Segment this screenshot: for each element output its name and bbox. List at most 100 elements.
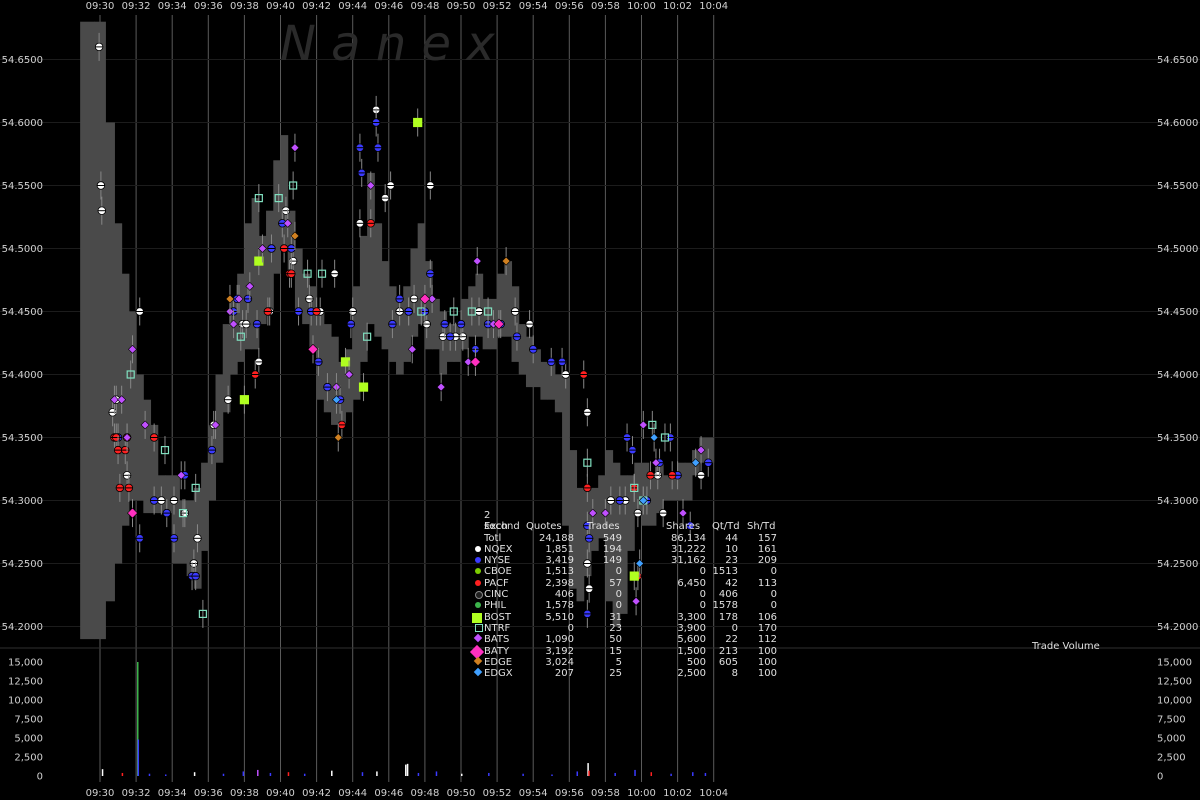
legend-cell-shtd: 209: [757, 555, 777, 567]
legend-swatch-nqex: [475, 545, 481, 552]
legend-cell-shares: 31,222: [671, 543, 706, 555]
trade-mark-edgx: [649, 433, 659, 442]
volume-bar: [257, 769, 259, 776]
trade-mark-ntrf: [630, 483, 639, 492]
legend-cell-shares: 500: [686, 656, 706, 668]
quote-band-segment: [598, 475, 606, 539]
quote-band-segment: [648, 475, 657, 526]
legend-cell-quotes: 5,510: [545, 611, 574, 623]
quote-band-segment: [222, 324, 231, 413]
x-tick-top: 09:30: [86, 1, 115, 12]
quote-band-segment: [323, 324, 332, 413]
legend-cell-qttd: 42: [725, 577, 738, 589]
volume-tick-right: 7,500: [1157, 715, 1186, 726]
price-tick-left: 54.6500: [2, 55, 43, 66]
trade-mark-bost: [413, 117, 423, 128]
trade-mark-ntrf: [648, 420, 657, 429]
quote-band-segment: [547, 361, 556, 400]
quote-band-segment: [164, 475, 173, 514]
volume-bar: [634, 769, 636, 776]
volume-tick-right: 15,000: [1157, 658, 1192, 669]
trade-mark-edge: [225, 294, 235, 304]
volume-bar: [242, 771, 245, 776]
legend-cell-trades: 549: [602, 532, 622, 544]
legend-cell-shtd: 100: [757, 668, 777, 680]
trade-mark-bost: [239, 395, 249, 405]
quote-band-segment: [396, 298, 404, 375]
quote-band-segment: [186, 500, 195, 577]
x-tick-top: 09:52: [483, 1, 512, 12]
trade-mark-ntrf: [467, 307, 476, 316]
quote-band-segment: [670, 475, 679, 501]
x-tick-bottom: 09:30: [86, 788, 115, 799]
legend-cell-quotes: 3,419: [545, 555, 574, 567]
volume-bar: [287, 772, 290, 776]
x-tick-top: 09:48: [410, 1, 439, 12]
trade-mark-bats: [631, 596, 641, 606]
trade-mark-bats: [366, 181, 376, 190]
volume-bar: [522, 773, 524, 776]
trade-mark-ntrf: [449, 307, 458, 316]
x-tick-bottom: 09:48: [410, 788, 439, 799]
quote-band-segment: [215, 374, 224, 463]
legend-cell-quotes: 2,398: [545, 577, 574, 589]
volume-bar: [193, 772, 196, 776]
x-tick-top: 09:42: [302, 1, 331, 12]
trade-mark-bats: [140, 420, 150, 430]
quote-band-segment: [605, 450, 614, 602]
legend-cell-exch: NYSE: [484, 555, 511, 567]
price-tick-right: 54.4000: [1157, 370, 1198, 381]
trade-mark-bats: [407, 344, 417, 354]
price-tick-left: 54.5000: [2, 244, 43, 255]
trade-mark-baty: [493, 318, 505, 330]
legend-cell-shares: 0: [699, 589, 706, 601]
x-tick-bottom: 09:54: [519, 788, 548, 799]
legend-swatch-ntrf: [475, 623, 483, 632]
trade-mark-bats: [638, 420, 648, 430]
header-qttd: Qt/Td: [712, 521, 740, 533]
price-tick-left: 54.3000: [2, 496, 43, 507]
trade-mark-ntrf: [191, 483, 200, 492]
volume-bar: [670, 773, 672, 776]
price-tick-left: 54.4000: [2, 370, 43, 381]
x-tick-bottom: 10:00: [627, 788, 656, 799]
price-tick-right: 54.2500: [1157, 559, 1198, 570]
trade-mark-bats: [211, 420, 220, 430]
legend-cell-exch: PHIL: [484, 600, 507, 612]
trade-mark-bats: [588, 508, 598, 518]
quote-band-segment: [677, 462, 686, 501]
legend-cell-shtd: 161: [757, 543, 777, 555]
trade-mark-bost: [340, 357, 351, 367]
legend-cell-qttd: 8: [731, 668, 738, 680]
price-tick-left: 54.3500: [2, 433, 43, 444]
legend-cell-quotes: 1,090: [545, 634, 574, 646]
header-shares: Shares: [666, 521, 701, 533]
trade-mark-bats: [283, 218, 293, 228]
quote-band-segment: [172, 475, 180, 564]
quote-band-segment: [94, 21, 106, 640]
trade-mark-edgx: [332, 395, 341, 405]
legend-cell-qttd: 178: [718, 611, 738, 623]
volume-bar: [361, 772, 364, 776]
quote-band-segment: [641, 462, 650, 526]
legend-cell-shares: 3,900: [677, 622, 706, 634]
trade-mark-bats: [229, 319, 238, 329]
price-tick-right: 54.5500: [1157, 181, 1198, 192]
trade-mark-bats: [122, 433, 132, 442]
volume-bar: [435, 771, 438, 776]
trade-mark-bats: [427, 294, 437, 304]
quote-band-segment: [504, 261, 513, 337]
legend-cell-trades: 31: [609, 611, 622, 623]
price-tick-right: 54.4500: [1157, 307, 1198, 318]
quote-band-segment: [655, 462, 664, 514]
legend-cell-exch: EDGX: [484, 668, 513, 680]
legend-cell-trades: 0: [615, 600, 622, 612]
trade-mark-bats: [678, 508, 688, 518]
legend-cell-qttd: 406: [718, 589, 738, 601]
quote-band-segment: [80, 21, 96, 640]
x-tick-bottom: 09:52: [483, 788, 512, 799]
price-tick-left: 54.2000: [2, 622, 43, 633]
x-tick-bottom: 09:44: [338, 788, 367, 799]
volume-bar: [576, 771, 579, 776]
quote-band-segment: [540, 361, 549, 400]
